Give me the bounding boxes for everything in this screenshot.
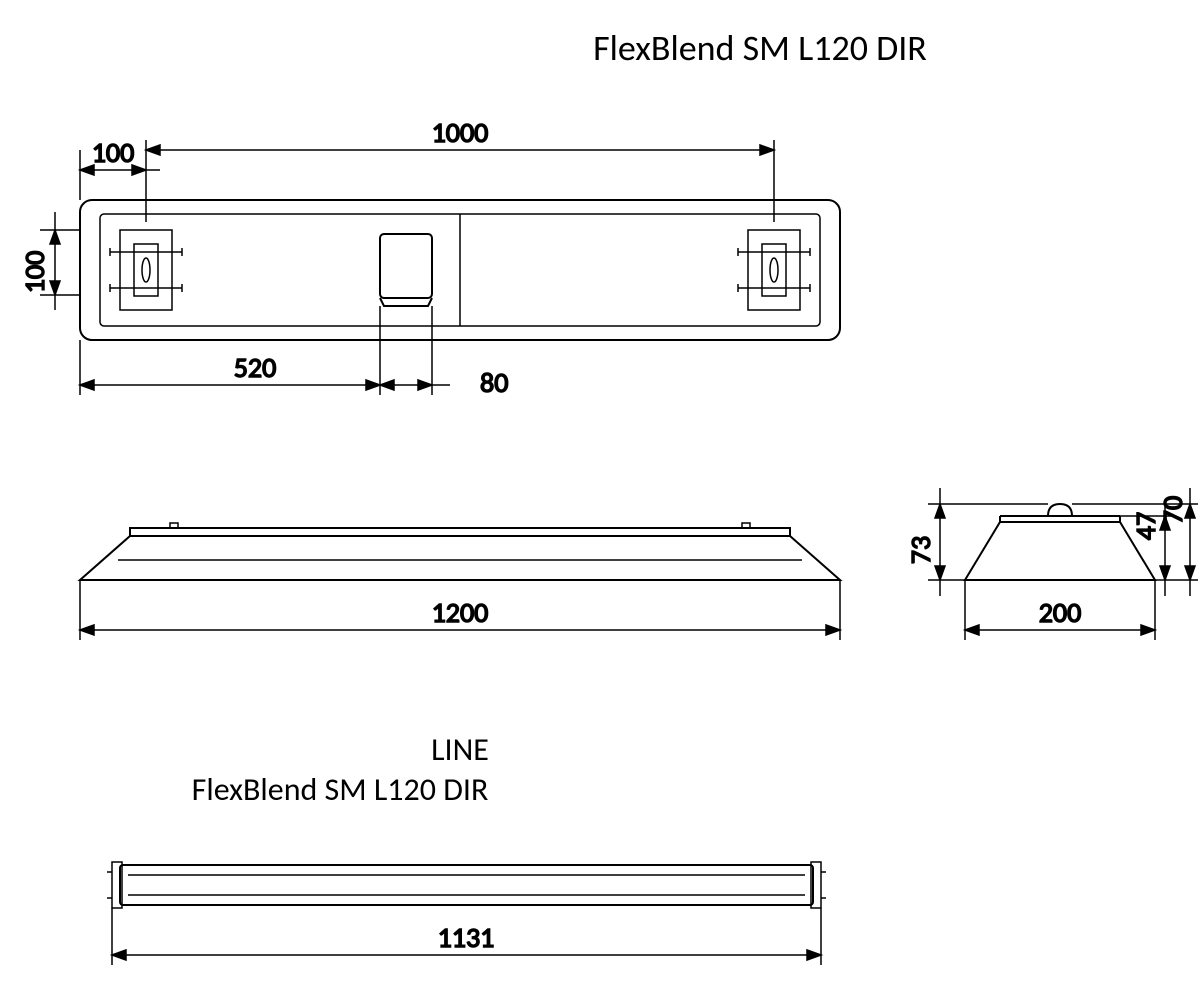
dim-label-70: 70	[1155, 496, 1190, 524]
junction-box	[380, 234, 432, 306]
dim-1000: 1000	[146, 115, 774, 155]
top-view-dims: 100 1000 100	[17, 115, 774, 400]
side-long-view	[80, 523, 840, 580]
dim-label-73: 73	[903, 536, 938, 564]
line-heading: LINE	[431, 730, 489, 769]
dim-520: 520	[80, 350, 380, 390]
dim-label-1131: 1131	[438, 920, 495, 955]
dim-80: 80	[380, 365, 508, 400]
side-short-dims: 73 47 70 200	[903, 488, 1198, 640]
dim-label-80: 80	[480, 365, 508, 400]
bracket-left	[110, 230, 182, 310]
dim-100-height: 100	[17, 212, 80, 310]
top-view	[80, 200, 840, 340]
dim-label-520: 520	[234, 350, 277, 385]
bracket-right	[738, 230, 810, 310]
dim-label-200: 200	[1039, 595, 1082, 630]
dim-100-offset: 100	[80, 135, 160, 175]
title-main: FlexBlend SM L120 DIR	[593, 26, 927, 70]
dim-label-100-offset: 100	[92, 135, 135, 170]
dim-label-1200: 1200	[432, 595, 489, 630]
line-view	[107, 862, 826, 908]
dim-label-100-height: 100	[17, 251, 52, 294]
dim-1131: 1131	[112, 908, 821, 965]
line-subtitle: FlexBlend SM L120 DIR	[192, 770, 489, 809]
dim-label-1000: 1000	[432, 115, 489, 150]
dim-1200: 1200	[80, 580, 840, 640]
